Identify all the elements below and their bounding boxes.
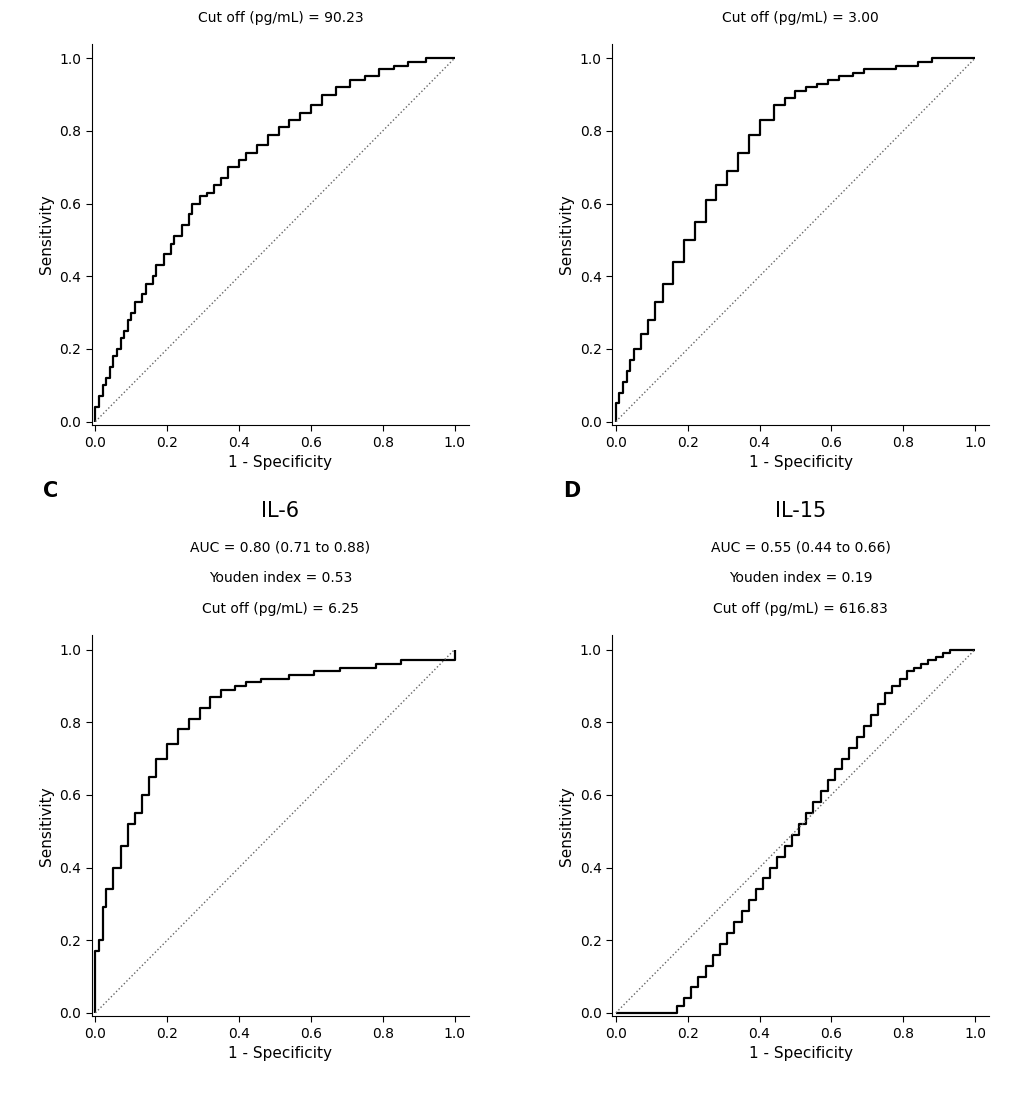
Y-axis label: Sensitivity: Sensitivity <box>39 786 54 866</box>
Text: AUC = 0.55 (0.44 to 0.66): AUC = 0.55 (0.44 to 0.66) <box>710 541 890 555</box>
Text: Youden index = 0.19: Youden index = 0.19 <box>729 572 871 586</box>
Y-axis label: Sensitivity: Sensitivity <box>39 195 54 274</box>
Text: IL-6: IL-6 <box>261 501 300 520</box>
X-axis label: 1 - Specificity: 1 - Specificity <box>748 1046 852 1061</box>
Text: C: C <box>43 482 58 502</box>
Y-axis label: Sensitivity: Sensitivity <box>558 786 574 866</box>
Text: Cut off (pg/mL) = 616.83: Cut off (pg/mL) = 616.83 <box>712 602 888 616</box>
Text: AUC = 0.80 (0.71 to 0.88): AUC = 0.80 (0.71 to 0.88) <box>191 541 370 555</box>
Text: Cut off (pg/mL) = 3.00: Cut off (pg/mL) = 3.00 <box>721 11 878 25</box>
Y-axis label: Sensitivity: Sensitivity <box>558 195 574 274</box>
Text: IL-15: IL-15 <box>774 501 825 520</box>
Text: Cut off (pg/mL) = 90.23: Cut off (pg/mL) = 90.23 <box>198 11 363 25</box>
Text: Youden index = 0.53: Youden index = 0.53 <box>209 572 352 586</box>
X-axis label: 1 - Specificity: 1 - Specificity <box>228 455 332 470</box>
X-axis label: 1 - Specificity: 1 - Specificity <box>748 455 852 470</box>
Text: D: D <box>562 482 580 502</box>
X-axis label: 1 - Specificity: 1 - Specificity <box>228 1046 332 1061</box>
Text: Cut off (pg/mL) = 6.25: Cut off (pg/mL) = 6.25 <box>202 602 359 616</box>
